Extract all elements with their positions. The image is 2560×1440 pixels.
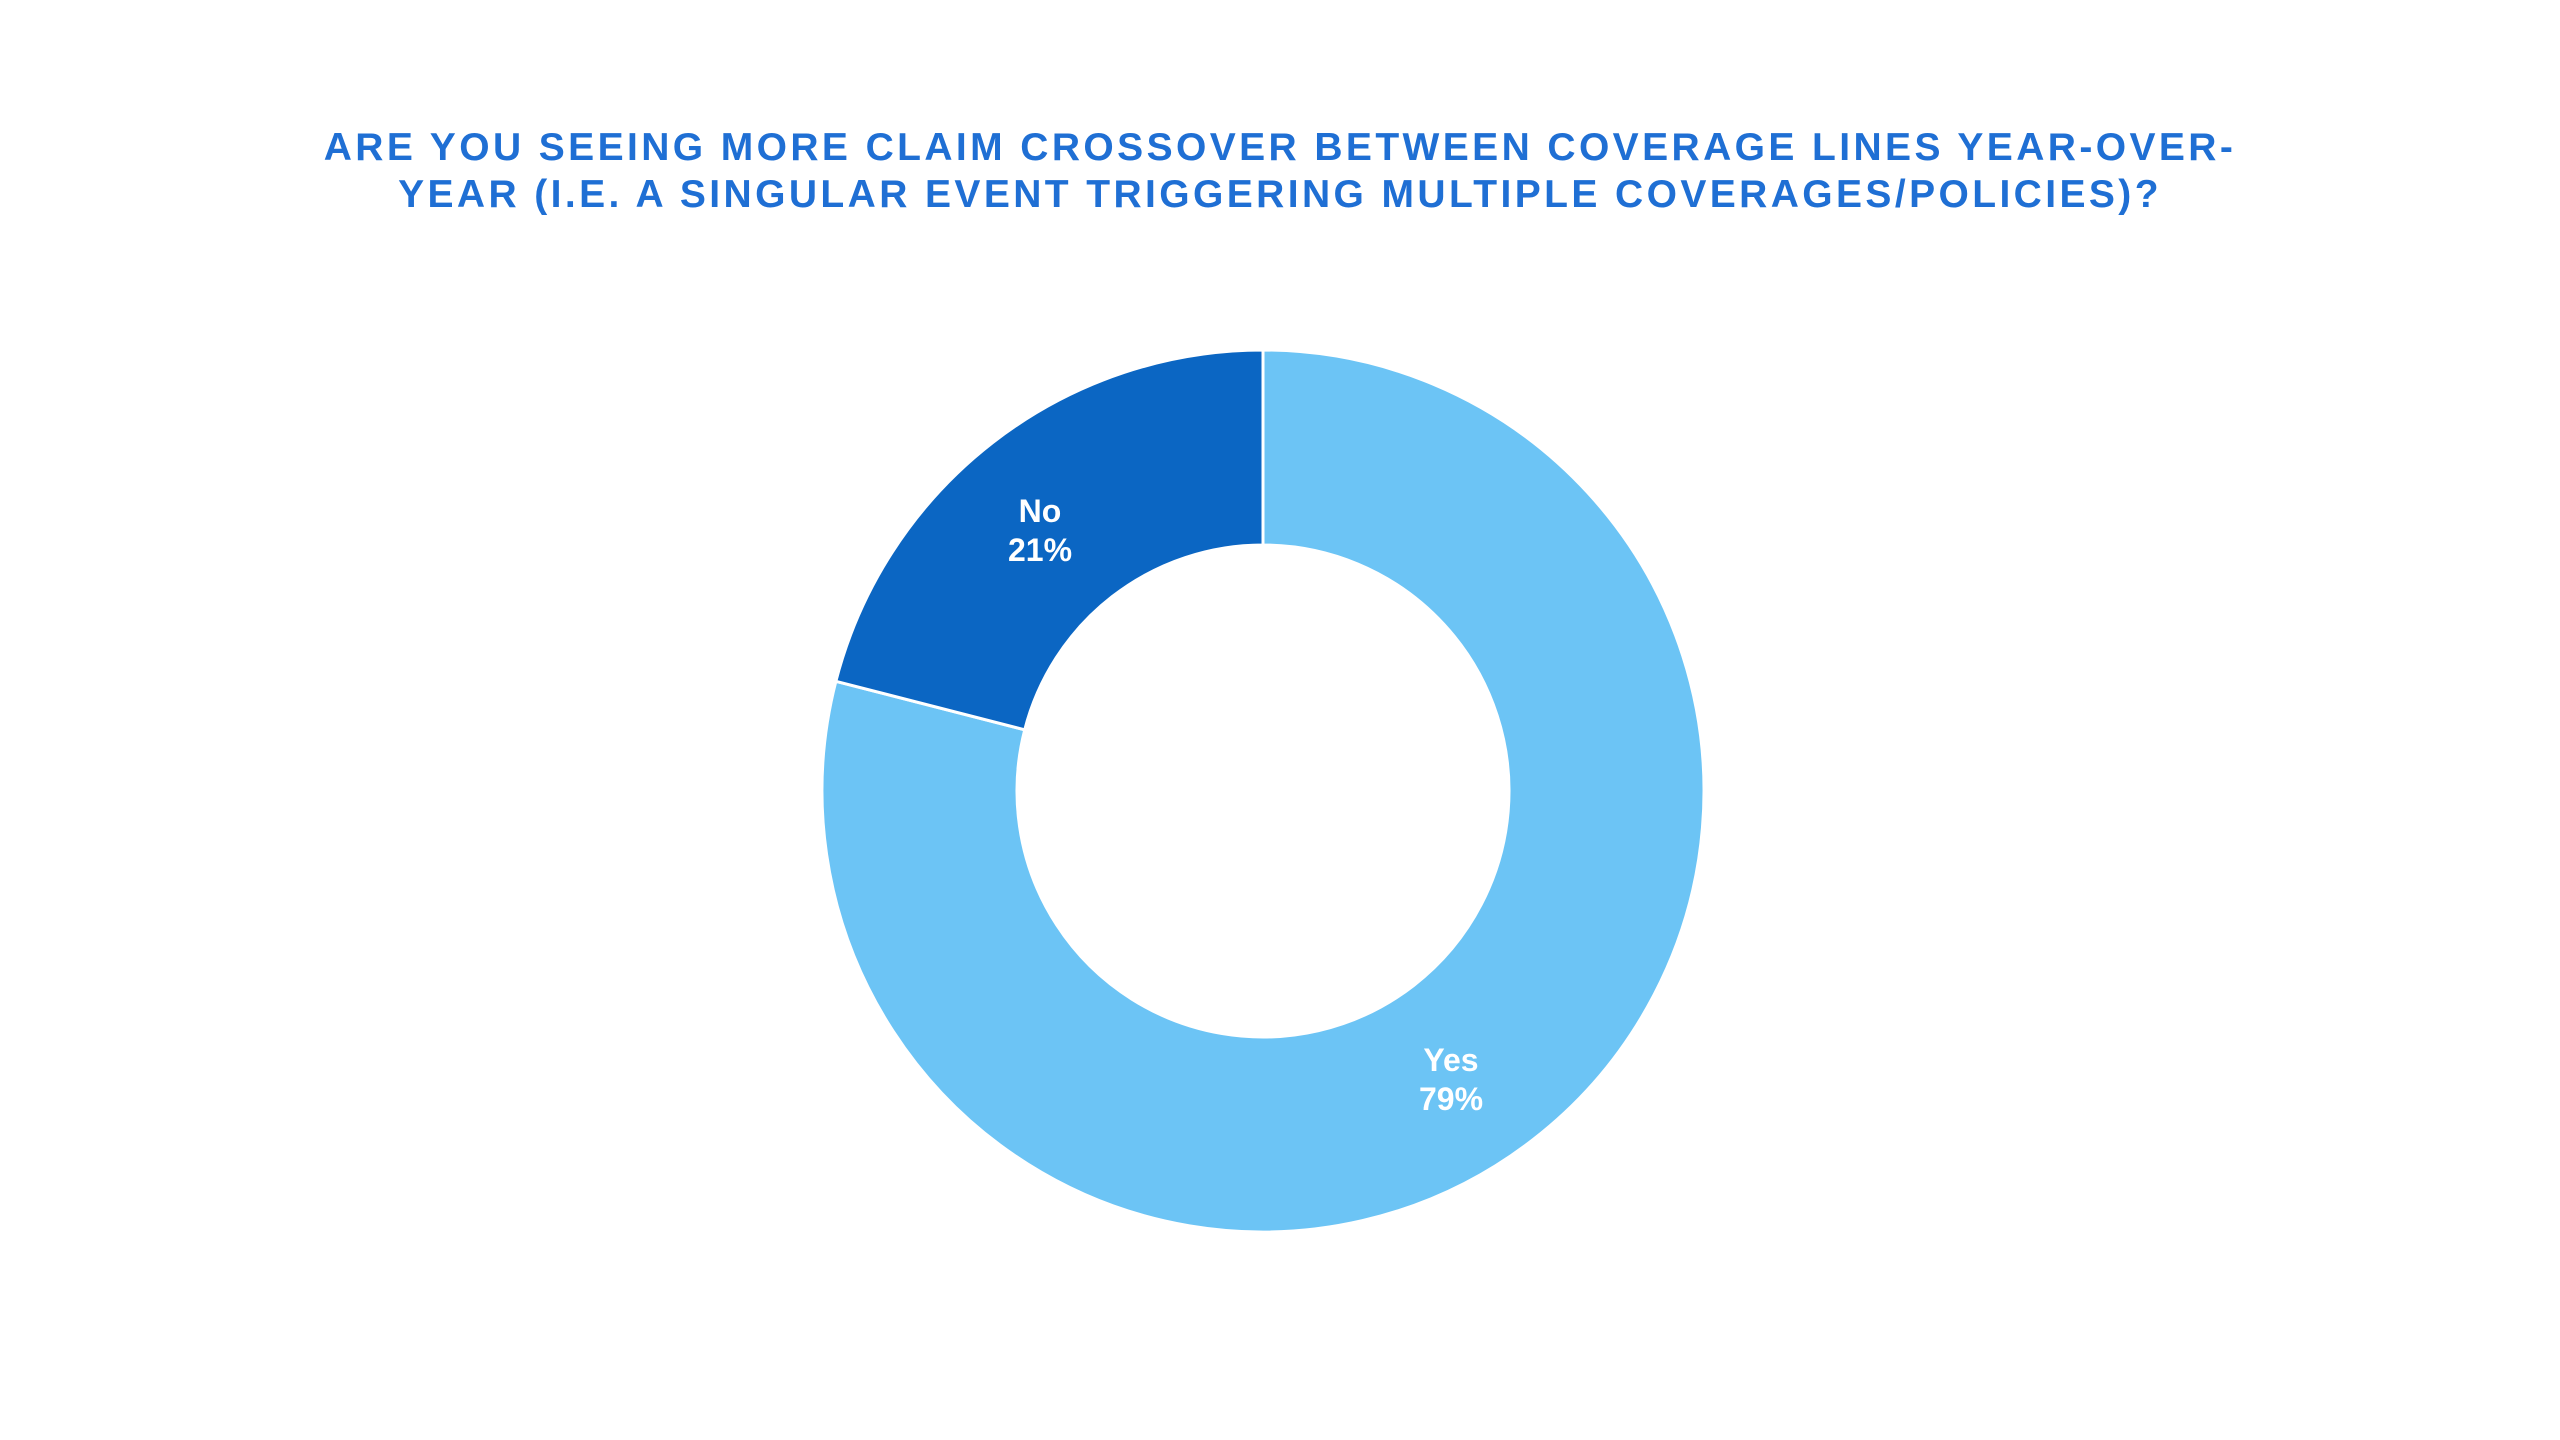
svg-text:Yes: Yes (1423, 1042, 1478, 1078)
svg-text:79%: 79% (1419, 1081, 1483, 1117)
svg-text:21%: 21% (1008, 532, 1072, 568)
svg-text:No: No (1019, 493, 1062, 529)
